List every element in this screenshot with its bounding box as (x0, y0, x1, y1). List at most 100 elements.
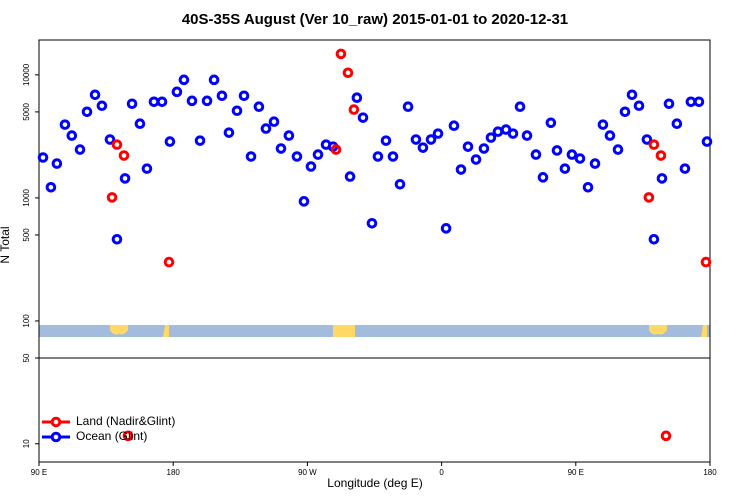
data-point (448, 120, 460, 132)
data-point (521, 130, 533, 141)
data-point (216, 90, 228, 102)
data-point (268, 116, 280, 128)
data-point (372, 151, 384, 162)
data-point (679, 163, 691, 174)
data-point (118, 150, 130, 161)
data-point (425, 134, 437, 145)
data-point (194, 135, 206, 146)
land-shape (701, 325, 707, 337)
data-point (275, 143, 287, 154)
plot-frame (38, 357, 711, 463)
data-point (59, 119, 71, 130)
ocean-strip (39, 325, 710, 337)
data-point (380, 135, 392, 146)
land-shape (649, 325, 667, 335)
legend-label: Land (Nadir&Glint) (76, 414, 175, 428)
data-point (559, 163, 571, 174)
data-point (96, 100, 108, 112)
y-tick-label: 100 (22, 314, 31, 328)
data-point (171, 86, 183, 98)
data-point (417, 142, 429, 153)
x-tick-label: 90 W (298, 468, 317, 477)
data-point (245, 151, 257, 162)
legend-label: Ocean (Glint) (76, 429, 147, 443)
data-point (514, 101, 526, 113)
data-point (156, 96, 168, 108)
y-tick-label: 5000 (22, 102, 31, 120)
y-tick-label: 10 (22, 439, 31, 448)
data-point (106, 192, 118, 203)
data-point (305, 161, 317, 172)
data-point (89, 89, 101, 101)
data-point (291, 151, 303, 162)
data-point (648, 139, 660, 150)
data-point (357, 112, 369, 123)
y-tick-label: 500 (22, 228, 31, 242)
data-point (344, 171, 356, 182)
data-point (582, 181, 594, 193)
data-point (223, 127, 235, 138)
data-point (402, 101, 414, 113)
data-point (312, 149, 324, 160)
data-point (81, 106, 93, 118)
data-point (111, 139, 123, 150)
land-shape (110, 325, 128, 335)
data-point (134, 118, 146, 129)
data-point (648, 233, 660, 245)
data-point (342, 67, 354, 79)
data-point (551, 145, 563, 156)
data-point (566, 149, 578, 160)
data-point (470, 154, 482, 165)
data-point (51, 158, 63, 169)
x-tick-label: 90 E (31, 468, 47, 477)
legend-marker (50, 431, 62, 443)
data-point (45, 181, 57, 193)
data-point (432, 128, 444, 139)
data-point (574, 153, 586, 164)
x-tick-label: 90 E (568, 468, 584, 477)
data-point (545, 117, 557, 129)
data-point (66, 130, 78, 141)
data-point (633, 100, 645, 112)
chart-title: 40S-35S August (Ver 10_raw) 2015-01-01 t… (182, 11, 568, 28)
data-point (335, 48, 347, 60)
data-point (201, 95, 213, 107)
y-tick-label: 50 (22, 353, 31, 362)
data-point (231, 105, 243, 117)
data-point (656, 173, 668, 184)
data-point (253, 101, 265, 113)
data-point (641, 134, 653, 145)
x-tick-label: 180 (167, 468, 181, 477)
data-point (37, 152, 49, 163)
data-point (655, 150, 667, 161)
data-point (164, 136, 176, 147)
data-point (671, 118, 683, 129)
data-point (643, 192, 655, 203)
data-point (462, 141, 474, 152)
x-axis-label: Longitude (deg E) (327, 476, 422, 490)
data-point (387, 151, 399, 162)
data-point (74, 144, 86, 155)
data-point (238, 90, 250, 102)
data-point (111, 233, 123, 245)
data-point (126, 98, 138, 110)
data-point (693, 96, 705, 108)
data-point (626, 89, 638, 101)
data-point (589, 158, 601, 169)
data-point (530, 149, 542, 160)
data-point (163, 256, 175, 268)
data-point (141, 163, 153, 174)
legend-marker (50, 416, 62, 428)
data-point (455, 164, 467, 175)
data-point (283, 130, 295, 141)
data-point (298, 196, 310, 207)
data-point (604, 130, 616, 141)
data-point (507, 128, 519, 139)
x-tick-label: 0 (439, 468, 444, 477)
data-point (122, 430, 134, 442)
y-axis-label: N Total (0, 226, 12, 263)
data-point (701, 136, 713, 147)
data-point (178, 74, 190, 86)
